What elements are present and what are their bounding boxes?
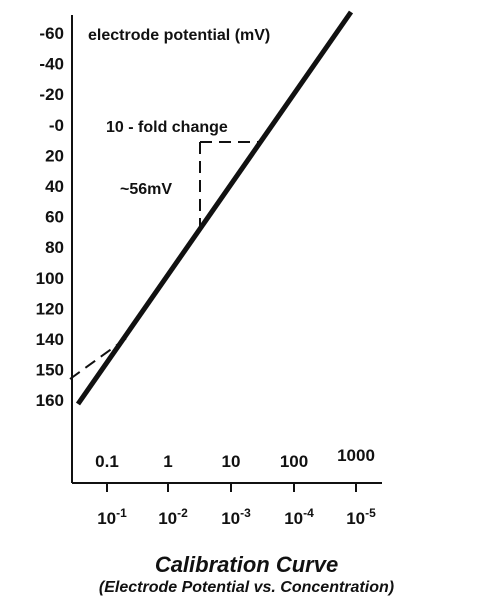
chart-caption-title: Calibration Curve bbox=[154, 552, 339, 577]
y-tick-label: 120 bbox=[36, 299, 64, 318]
x-tick-marks bbox=[106, 483, 357, 492]
chart-caption-subtitle: (Electrode Potential vs. Concentration) bbox=[98, 579, 395, 596]
x-concentration-label: 1 bbox=[163, 452, 172, 471]
y-tick-label: -20 bbox=[39, 85, 64, 104]
x-concentration-label: 100 bbox=[280, 452, 308, 471]
y-tick-labels: -60 -40 -20 -0 20 40 60 80 100 120 140 150 160 bbox=[36, 24, 64, 410]
y-tick-label: 40 bbox=[45, 177, 64, 196]
y-tick-label: 80 bbox=[45, 238, 64, 257]
slope-label: ~56mV bbox=[120, 181, 172, 198]
y-tick-label: -60 bbox=[39, 24, 64, 43]
x-concentration-labels: 0.1 1 10 100 1000 bbox=[95, 446, 375, 471]
y-tick-label: -0 bbox=[49, 116, 64, 135]
x-activity-label: 10-2 bbox=[158, 506, 188, 528]
y-tick-label: 100 bbox=[36, 269, 64, 288]
calibration-line bbox=[75, 10, 354, 406]
y-tick-label: 140 bbox=[36, 330, 64, 349]
fold-change-label: 10 - fold change bbox=[106, 119, 228, 136]
x-activity-label: 10-3 bbox=[221, 506, 251, 528]
x-activity-label: 10-4 bbox=[284, 506, 314, 528]
y-tick-label: 20 bbox=[45, 146, 64, 165]
x-activity-labels: 10-1 10-2 10-3 10-4 10-5 bbox=[97, 506, 376, 528]
y-tick-label: 150 bbox=[36, 361, 64, 380]
y-tick-label: 60 bbox=[45, 208, 64, 227]
y-tick-label: -40 bbox=[39, 55, 64, 74]
x-activity-label: 10-5 bbox=[346, 506, 376, 528]
x-concentration-label: 0.1 bbox=[95, 452, 119, 471]
y-tick-label: 160 bbox=[36, 391, 64, 410]
x-concentration-label: 10 bbox=[222, 452, 241, 471]
x-concentration-label: 1000 bbox=[337, 446, 375, 465]
x-activity-label: 10-1 bbox=[97, 506, 127, 528]
y-axis-title: electrode potential (mV) bbox=[88, 27, 270, 44]
